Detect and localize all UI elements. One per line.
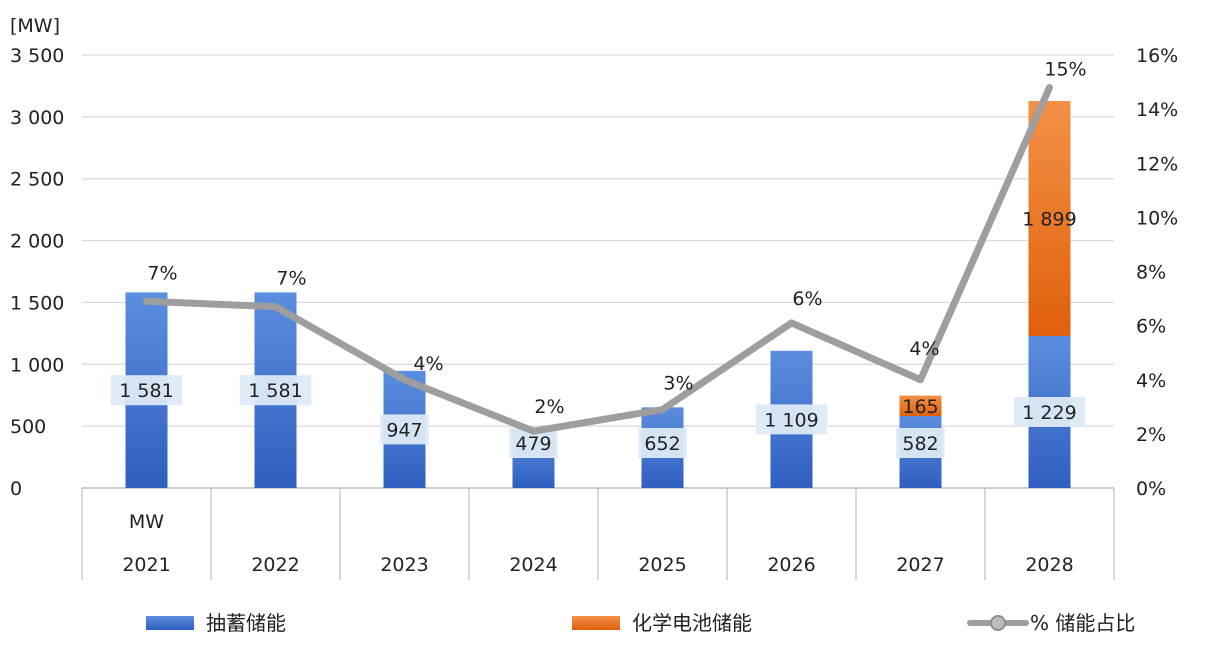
bar-value-label: 582 (902, 433, 938, 455)
y-right-tick-label: 2% (1136, 424, 1166, 446)
category-label: 2023 (380, 554, 428, 576)
legend: 抽蓄储能 化学电池储能 % 储能占比 (146, 611, 1135, 635)
bar-label-box (755, 404, 828, 435)
percentage-label: 3% (663, 373, 693, 395)
percentage-label: 7% (276, 268, 306, 290)
percentage-label: 15% (1044, 58, 1086, 80)
percentage-label: 2% (534, 396, 564, 418)
y-right-tick-label: 6% (1136, 316, 1166, 338)
y-right-tick-label: 16% (1136, 45, 1178, 67)
category-label: 2025 (638, 554, 686, 576)
y-left-tick-label: 3 000 (10, 107, 64, 129)
percentage-label: 4% (413, 353, 443, 375)
legend-swatch-battery-storage (572, 616, 620, 630)
percentage-point (918, 377, 923, 382)
bar-value-label: 165 (902, 396, 938, 418)
y-right-tick-label: 4% (1136, 370, 1166, 392)
y-axis-left: 0 500 1 000 1 500 2 000 2 500 3 000 3 500 (10, 45, 64, 500)
legend-label-pumped-storage: 抽蓄储能 (206, 611, 286, 635)
bar-value-label: 947 (386, 419, 422, 441)
table-row-label: MW (129, 511, 164, 533)
bar-value-labels: 1 581 1 581 947 479 652 1 109 582 1 229 165 1 899 (110, 208, 1086, 458)
percentage-point (789, 320, 794, 325)
legend-marker-percentage (990, 615, 1006, 631)
category-label: 2027 (896, 554, 944, 576)
percentage-point (402, 377, 407, 382)
legend-label-percentage: % 储能占比 (1030, 611, 1135, 635)
y-left-tick-label: 3 500 (10, 45, 64, 67)
y-left-tick-label: 500 (10, 416, 46, 438)
y-left-tick-label: 0 (10, 478, 22, 500)
bar-label-box (380, 414, 429, 445)
y-left-tick-label: 2 000 (10, 231, 64, 253)
bar-value-label: 652 (644, 433, 680, 455)
legend-swatch-pumped-storage (146, 616, 194, 630)
bar-label-box (638, 428, 687, 458)
category-table: MW 2021 2022 2023 2024 2025 2026 2027 2028 (81, 487, 1115, 580)
y-left-tick-label: 1 500 (10, 292, 64, 314)
percentage-point (531, 429, 536, 434)
y-right-tick-label: 14% (1136, 99, 1178, 121)
category-label: 2028 (1025, 554, 1073, 576)
bar-value-label: 479 (515, 433, 551, 455)
y-right-tick-label: 12% (1136, 153, 1178, 175)
category-label: 2024 (509, 554, 557, 576)
bar-battery-storage (899, 395, 942, 416)
bar-value-label: 1 109 (764, 409, 818, 431)
category-label: 2026 (767, 554, 815, 576)
percentage-point (273, 304, 278, 309)
percentage-point (1047, 85, 1052, 90)
bar-label-box (1013, 396, 1086, 427)
y-axis-unit-label: [MW] (10, 15, 60, 37)
bar-label-box (239, 375, 312, 406)
percentage-label: 7% (147, 262, 177, 284)
percentage-point (144, 299, 149, 304)
bar-label-box (110, 375, 183, 406)
percentage-label: 4% (909, 338, 939, 360)
bar-label-box (896, 428, 945, 458)
bar-value-label: 1 581 (248, 380, 302, 402)
y-right-tick-label: 0% (1136, 478, 1166, 500)
category-label: 2021 (122, 554, 170, 576)
legend-label-battery-storage: 化学电池储能 (632, 611, 752, 635)
bar-value-label: 1 899 (1022, 208, 1076, 230)
y-right-tick-label: 8% (1136, 262, 1166, 284)
bar-value-label: 1 229 (1022, 402, 1076, 424)
percentage-label: 6% (792, 288, 822, 310)
bar-value-label: 1 581 (119, 380, 173, 402)
y-right-tick-label: 10% (1136, 207, 1178, 229)
percentage-point (660, 407, 665, 412)
y-left-tick-label: 2 500 (10, 169, 64, 191)
y-left-tick-label: 1 000 (10, 354, 64, 376)
percentage-line: 7% 7% 4% 2% 3% 6% 4% 15% (143, 58, 1087, 435)
category-label: 2022 (251, 554, 299, 576)
bar-battery-storage (1028, 101, 1071, 336)
percentage-line-path (143, 83, 1053, 435)
y-axis-right: 0% 2% 4% 6% 8% 10% 12% 14% 16% (1136, 45, 1178, 500)
